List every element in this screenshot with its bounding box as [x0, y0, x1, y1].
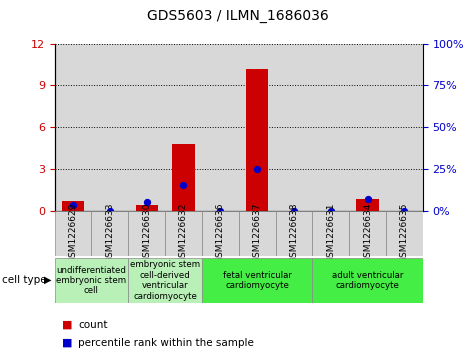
- Bar: [202, 211, 238, 256]
- Bar: [313, 211, 349, 256]
- Point: [106, 208, 114, 213]
- Text: GSM1226630: GSM1226630: [142, 203, 151, 264]
- Point: [180, 183, 187, 188]
- Text: embryonic stem
cell-derived
ventricular
cardiomyocyte: embryonic stem cell-derived ventricular …: [130, 260, 200, 301]
- Bar: [386, 211, 423, 256]
- Bar: [202, 258, 313, 303]
- Bar: [276, 211, 313, 256]
- Point: [290, 208, 298, 213]
- Bar: [55, 211, 91, 256]
- Text: GSM1226629: GSM1226629: [68, 203, 77, 264]
- Text: GSM1226635: GSM1226635: [400, 203, 409, 264]
- Bar: [238, 211, 276, 256]
- Text: GSM1226638: GSM1226638: [289, 203, 298, 264]
- Text: GSM1226631: GSM1226631: [326, 203, 335, 264]
- Text: GSM1226637: GSM1226637: [253, 203, 262, 264]
- Bar: [128, 211, 165, 256]
- Point: [143, 199, 151, 205]
- Point: [400, 208, 408, 213]
- Bar: [276, 44, 313, 211]
- Bar: [128, 258, 202, 303]
- Text: percentile rank within the sample: percentile rank within the sample: [78, 338, 254, 348]
- Text: GSM1226636: GSM1226636: [216, 203, 225, 264]
- Bar: [386, 44, 423, 211]
- Point: [327, 208, 334, 213]
- Bar: [238, 44, 276, 211]
- Text: undifferentiated
embryonic stem
cell: undifferentiated embryonic stem cell: [57, 265, 126, 295]
- Bar: [165, 44, 202, 211]
- Bar: [62, 201, 84, 211]
- Bar: [55, 258, 128, 303]
- Bar: [55, 44, 91, 211]
- Bar: [349, 44, 386, 211]
- Bar: [356, 199, 379, 211]
- Text: fetal ventricular
cardiomyocyte: fetal ventricular cardiomyocyte: [223, 271, 292, 290]
- Point: [364, 196, 371, 202]
- Bar: [313, 44, 349, 211]
- Point: [253, 166, 261, 172]
- Text: cell type: cell type: [2, 275, 47, 285]
- Bar: [136, 205, 158, 211]
- Bar: [165, 211, 202, 256]
- Text: count: count: [78, 320, 108, 330]
- Text: GDS5603 / ILMN_1686036: GDS5603 / ILMN_1686036: [147, 9, 328, 23]
- Bar: [349, 211, 386, 256]
- Bar: [172, 144, 195, 211]
- Text: GSM1226633: GSM1226633: [105, 203, 114, 264]
- Bar: [91, 44, 128, 211]
- Text: GSM1226632: GSM1226632: [179, 203, 188, 264]
- Point: [69, 202, 77, 208]
- Text: ■: ■: [62, 320, 72, 330]
- Bar: [128, 44, 165, 211]
- Text: adult ventricular
cardiomyocyte: adult ventricular cardiomyocyte: [332, 271, 403, 290]
- Text: GSM1226634: GSM1226634: [363, 203, 372, 264]
- Bar: [202, 44, 238, 211]
- Bar: [91, 211, 128, 256]
- Bar: [246, 69, 268, 211]
- Point: [217, 208, 224, 213]
- Text: ▶: ▶: [44, 275, 52, 285]
- Text: ■: ■: [62, 338, 72, 348]
- Bar: [313, 258, 423, 303]
